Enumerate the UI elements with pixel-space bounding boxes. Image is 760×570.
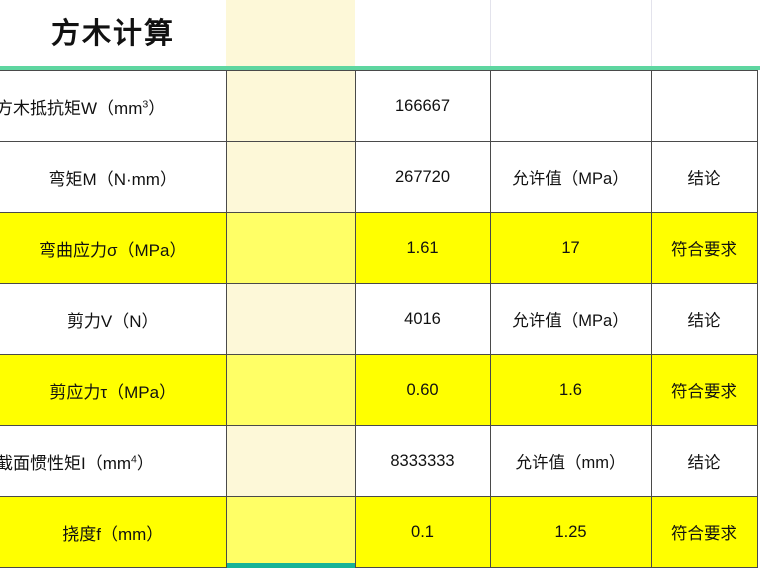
table-row[interactable]: 截面惯性矩I（mm4） 8333333 允许值（mm） 结论 bbox=[0, 425, 758, 497]
row-conclusion-bending-stress[interactable]: 符合要求 bbox=[650, 212, 758, 284]
row-label-text: 方木抵抗矩W（mm bbox=[0, 98, 143, 118]
row-value-moment-of-inertia[interactable]: 8333333 bbox=[354, 425, 491, 497]
row-limit-moment-of-inertia[interactable]: 允许值（mm） bbox=[489, 425, 652, 497]
table-row[interactable]: 方木抵抗矩W（mm3） 166667 bbox=[0, 70, 758, 142]
row-value-deflection[interactable]: 0.1 bbox=[354, 496, 491, 568]
title-gridline-1 bbox=[490, 0, 491, 68]
row-label-text: 剪力V（N） bbox=[66, 311, 159, 331]
page-title: 方木计算 bbox=[50, 18, 175, 50]
row-label-shear-force: 剪力V（N） bbox=[0, 283, 227, 355]
row-conclusion-shear-force[interactable]: 结论 bbox=[650, 283, 758, 355]
row-label-deflection: 挠度f（mm） bbox=[0, 496, 227, 568]
row-limit-shear-force[interactable]: 允许值（MPa） bbox=[489, 283, 652, 355]
row-spacer-cell[interactable] bbox=[225, 70, 356, 142]
row-limit-section-modulus[interactable] bbox=[489, 70, 652, 142]
table-row[interactable]: 弯矩M（N·mm） 267720 允许值（MPa） 结论 bbox=[0, 141, 758, 213]
row-label-tail: ） bbox=[148, 98, 166, 118]
row-label-text: 剪应力τ（MPa） bbox=[49, 382, 177, 402]
row-label-superscript: 3 bbox=[142, 97, 149, 110]
title-band-cream-strip bbox=[226, 0, 355, 68]
calculation-table: 方木抵抗矩W（mm3） 166667 弯矩M（N·mm） 267720 允许值（… bbox=[0, 70, 758, 568]
footer-teal-rule bbox=[227, 563, 355, 568]
row-label-moment-of-inertia: 截面惯性矩I（mm4） bbox=[0, 425, 227, 497]
row-spacer-cell[interactable] bbox=[225, 354, 356, 426]
row-label-tail: ） bbox=[136, 453, 154, 473]
row-limit-shear-stress[interactable]: 1.6 bbox=[489, 354, 652, 426]
table-row[interactable]: 剪应力τ（MPa） 0.60 1.6 符合要求 bbox=[0, 354, 758, 426]
table-row[interactable]: 挠度f（mm） 0.1 1.25 符合要求 bbox=[0, 496, 758, 568]
title-band: 方木计算 bbox=[0, 0, 760, 68]
row-label-text: 挠度f（mm） bbox=[62, 524, 164, 544]
row-conclusion-bending-moment[interactable]: 结论 bbox=[650, 141, 758, 213]
row-limit-deflection[interactable]: 1.25 bbox=[489, 496, 652, 568]
row-limit-bending-stress[interactable]: 17 bbox=[489, 212, 652, 284]
row-conclusion-shear-stress[interactable]: 符合要求 bbox=[650, 354, 758, 426]
row-spacer-cell[interactable] bbox=[225, 212, 356, 284]
row-conclusion-section-modulus[interactable] bbox=[650, 70, 758, 142]
row-value-bending-moment[interactable]: 267720 bbox=[354, 141, 491, 213]
table-row[interactable]: 剪力V（N） 4016 允许值（MPa） 结论 bbox=[0, 283, 758, 355]
row-label-text: 弯矩M（N·mm） bbox=[48, 169, 177, 189]
row-limit-bending-moment[interactable]: 允许值（MPa） bbox=[489, 141, 652, 213]
row-conclusion-deflection[interactable]: 符合要求 bbox=[650, 496, 758, 568]
row-spacer-cell[interactable] bbox=[225, 496, 356, 568]
title-gridline-2 bbox=[651, 0, 652, 68]
row-spacer-cell[interactable] bbox=[225, 283, 356, 355]
row-value-section-modulus[interactable]: 166667 bbox=[354, 70, 491, 142]
row-label-text: 弯曲应力σ（MPa） bbox=[39, 240, 187, 260]
row-label-shear-stress: 剪应力τ（MPa） bbox=[0, 354, 227, 426]
table-row[interactable]: 弯曲应力σ（MPa） 1.61 17 符合要求 bbox=[0, 212, 758, 284]
row-value-bending-stress[interactable]: 1.61 bbox=[354, 212, 491, 284]
row-label-superscript: 4 bbox=[131, 452, 137, 465]
row-conclusion-moment-of-inertia[interactable]: 结论 bbox=[650, 425, 758, 497]
row-label-section-modulus: 方木抵抗矩W（mm3） bbox=[0, 70, 227, 142]
row-spacer-cell[interactable] bbox=[225, 141, 356, 213]
row-value-shear-stress[interactable]: 0.60 bbox=[354, 354, 491, 426]
header-green-rule bbox=[0, 66, 760, 70]
row-label-text: 截面惯性矩I（mm bbox=[0, 453, 132, 473]
row-value-shear-force[interactable]: 4016 bbox=[354, 283, 491, 355]
calculation-table-body: 方木抵抗矩W（mm3） 166667 弯矩M（N·mm） 267720 允许值（… bbox=[0, 70, 758, 568]
row-label-bending-moment: 弯矩M（N·mm） bbox=[0, 141, 227, 213]
row-label-bending-stress: 弯曲应力σ（MPa） bbox=[0, 212, 227, 284]
row-spacer-cell[interactable] bbox=[225, 425, 356, 497]
